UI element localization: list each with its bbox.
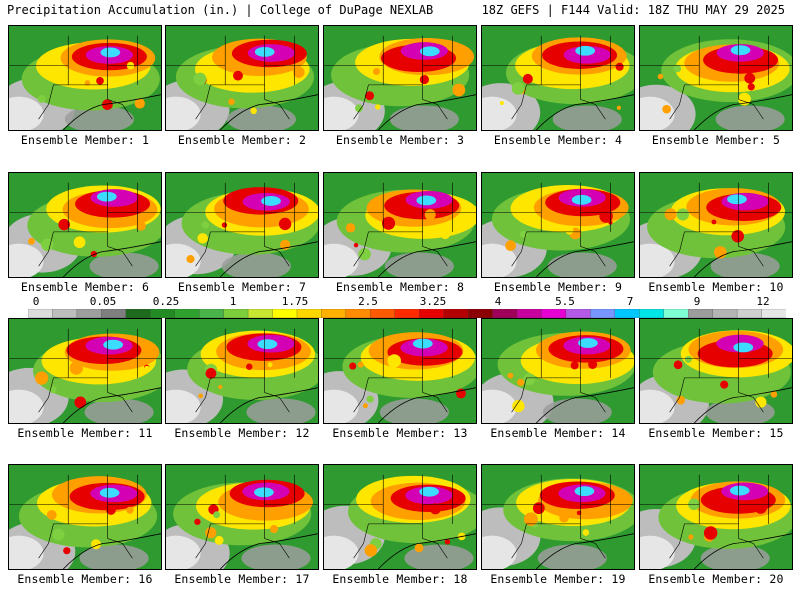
ensemble-member-label: Ensemble Member: 3	[335, 133, 465, 147]
ensemble-member-map	[8, 464, 162, 570]
ensemble-member-label: Ensemble Member: 19	[490, 572, 626, 586]
ensemble-member-label: Ensemble Member: 15	[648, 426, 784, 440]
ensemble-member-map	[639, 172, 793, 278]
color-legend-tick-label: 4	[494, 295, 502, 308]
color-legend-swatch	[614, 309, 640, 318]
color-legend-swatch	[516, 309, 543, 318]
ensemble-member-label: Ensemble Member: 4	[493, 133, 623, 147]
color-legend-tick-label: 7	[626, 295, 634, 308]
ensemble-member-map	[165, 172, 319, 278]
color-legend-swatch	[272, 309, 298, 318]
ensemble-member-label: Ensemble Member: 14	[490, 426, 626, 440]
color-legend-tick-label: 3.25	[419, 295, 447, 308]
color-legend-swatch	[101, 309, 127, 318]
color-legend-swatch	[76, 309, 103, 318]
ensemble-member-label: Ensemble Member: 10	[648, 280, 784, 294]
color-legend-swatch	[223, 309, 249, 318]
color-legend-swatch	[712, 309, 738, 318]
color-legend-swatch	[590, 309, 616, 318]
color-legend-swatch	[761, 309, 786, 318]
color-legend-swatch	[492, 309, 518, 318]
ensemble-member-map	[323, 172, 477, 278]
ensemble-member-map	[323, 464, 477, 570]
color-legend-swatch	[443, 309, 469, 318]
ensemble-member-map	[8, 318, 162, 424]
ensemble-member-label: Ensemble Member: 20	[648, 572, 784, 586]
color-legend-swatch	[467, 309, 494, 318]
color-legend-swatch	[321, 309, 347, 318]
ensemble-member-map	[481, 25, 635, 131]
color-legend-swatch	[370, 309, 396, 318]
color-legend-swatch	[419, 309, 445, 318]
color-legend-swatch	[52, 309, 78, 318]
color-legend-swatch	[345, 309, 371, 318]
color-legend-tick-label: 12	[756, 295, 770, 308]
ensemble-member-map	[8, 172, 162, 278]
product-title: Precipitation Accumulation (in.) | Colle…	[7, 3, 434, 17]
ensemble-member-label: Ensemble Member: 13	[332, 426, 468, 440]
run-valid-time: 18Z GEFS | F144 Valid: 18Z THU MAY 29 20…	[481, 3, 785, 17]
color-legend-swatch	[247, 309, 274, 318]
ensemble-member-map	[8, 25, 162, 131]
color-legend-tick-label: 2.5	[358, 295, 378, 308]
ensemble-member-map	[165, 25, 319, 131]
color-legend-tick-label: 0.05	[89, 295, 117, 308]
ensemble-member-label: Ensemble Member: 12	[174, 426, 310, 440]
ensemble-member-map	[323, 25, 477, 131]
ensemble-member-label: Ensemble Member: 1	[20, 133, 150, 147]
ensemble-member-label: Ensemble Member: 6	[20, 280, 150, 294]
ensemble-member-label: Ensemble Member: 17	[174, 572, 310, 586]
ensemble-member-label: Ensemble Member: 2	[177, 133, 307, 147]
ensemble-member-label: Ensemble Member: 11	[17, 426, 153, 440]
color-legend-swatch	[174, 309, 200, 318]
color-legend-swatch	[394, 309, 420, 318]
ensemble-member-map	[323, 318, 477, 424]
color-legend-tick-label: 0.25	[152, 295, 180, 308]
color-legend-swatch	[663, 309, 689, 318]
color-legend-swatch	[565, 309, 592, 318]
color-legend-swatch	[199, 309, 225, 318]
color-legend-swatch	[125, 309, 151, 318]
color-legend-tick-label: 9	[693, 295, 701, 308]
ensemble-member-label: Ensemble Member: 8	[335, 280, 465, 294]
color-legend-swatch	[688, 309, 714, 318]
ensemble-member-map	[165, 318, 319, 424]
color-legend-bar	[28, 309, 786, 318]
color-legend-swatch	[150, 309, 176, 318]
color-legend-swatch	[736, 309, 763, 318]
ensemble-member-label: Ensemble Member: 7	[177, 280, 307, 294]
ensemble-member-label: Ensemble Member: 5	[651, 133, 781, 147]
ensemble-member-label: Ensemble Member: 9	[493, 280, 623, 294]
color-legend-tick-label: 1.75	[281, 295, 309, 308]
color-legend-swatch	[296, 309, 323, 318]
color-legend-tick-label: 5.5	[555, 295, 575, 308]
ensemble-member-map	[639, 318, 793, 424]
color-legend-swatch	[541, 309, 567, 318]
color-legend-swatch	[28, 309, 54, 318]
color-legend-swatch	[639, 309, 665, 318]
ensemble-member-map	[639, 464, 793, 570]
ensemble-member-map	[481, 172, 635, 278]
ensemble-member-label: Ensemble Member: 18	[332, 572, 468, 586]
color-legend-tick-label: 1	[229, 295, 237, 308]
ensemble-member-map	[165, 464, 319, 570]
ensemble-member-map	[481, 464, 635, 570]
ensemble-member-label: Ensemble Member: 16	[17, 572, 153, 586]
ensemble-member-map	[481, 318, 635, 424]
color-legend-tick-label: 0	[32, 295, 40, 308]
ensemble-member-map	[639, 25, 793, 131]
